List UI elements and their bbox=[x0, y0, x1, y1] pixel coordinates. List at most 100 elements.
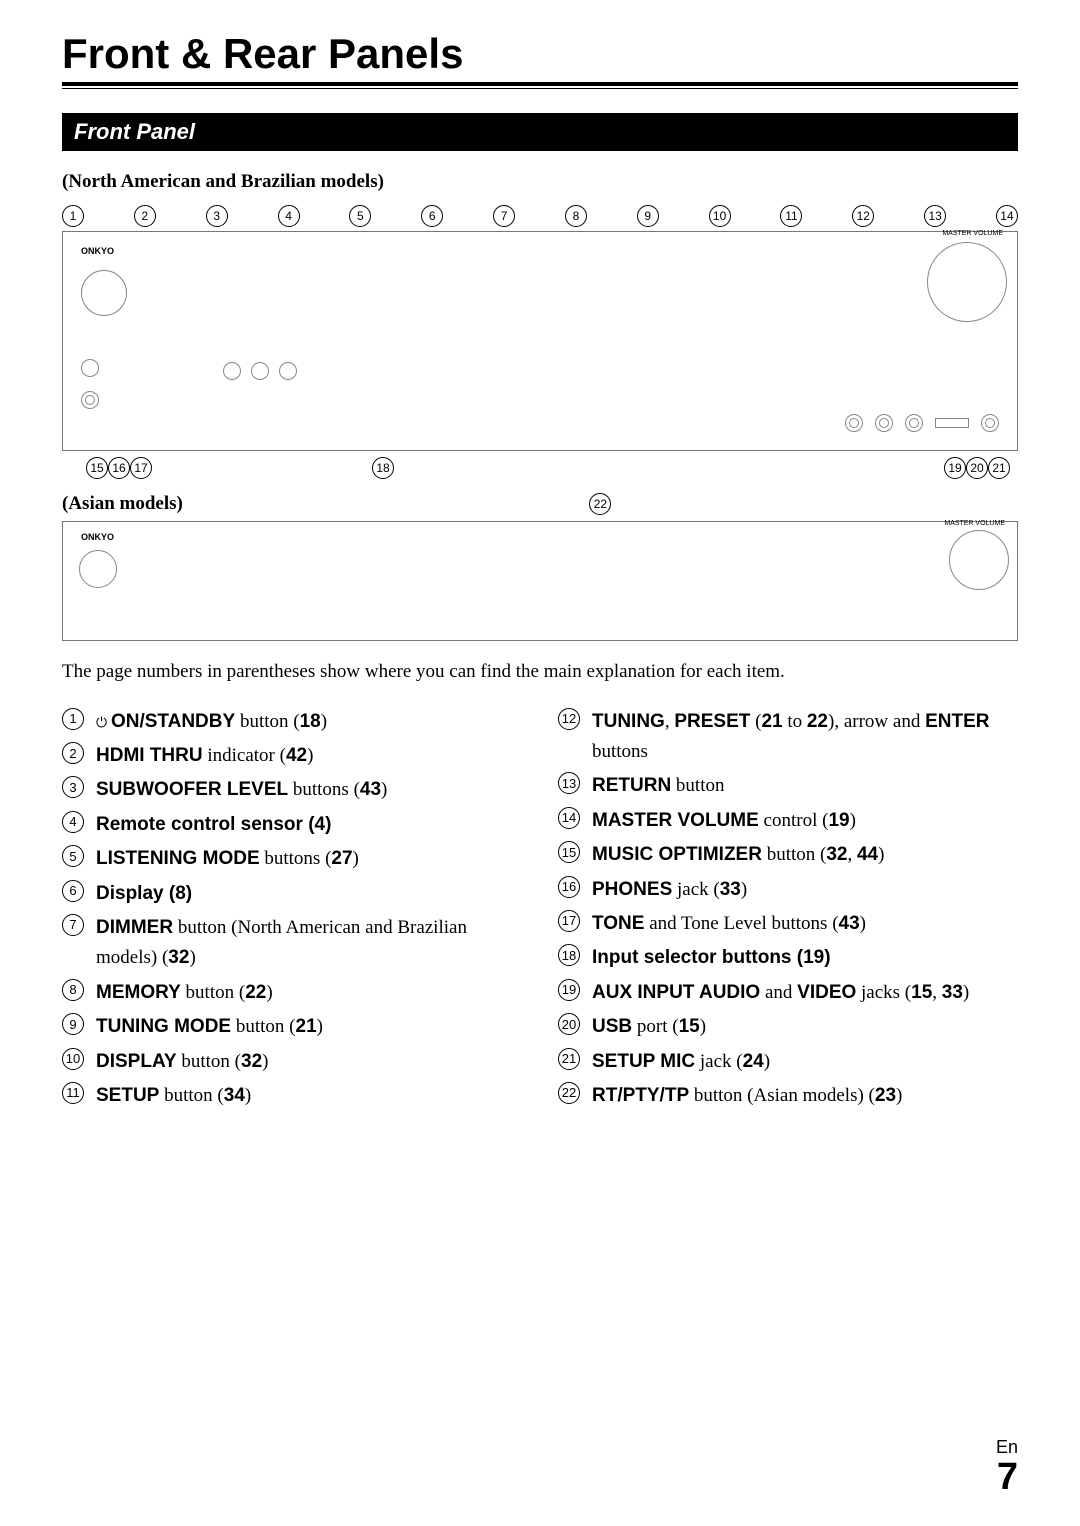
item-number: 11 bbox=[62, 1082, 84, 1104]
item-number: 6 bbox=[62, 880, 84, 902]
list-item: 11SETUP button (34) bbox=[62, 1081, 522, 1111]
item-text: , bbox=[932, 982, 942, 1003]
callout-circle: 11 bbox=[780, 205, 802, 227]
power-standby-knob bbox=[79, 550, 117, 588]
item-label: RT/PTY/TP bbox=[592, 1085, 689, 1106]
list-item: 3SUBWOOFER LEVEL buttons (43) bbox=[62, 775, 522, 805]
callout-circle: 10 bbox=[709, 205, 731, 227]
item-number: 19 bbox=[558, 979, 580, 1001]
phones-jack-area bbox=[81, 359, 99, 410]
item-label: AUX INPUT AUDIO bbox=[592, 982, 760, 1003]
item-text: indicator ( bbox=[203, 745, 286, 766]
item-text: ) bbox=[850, 810, 856, 831]
item-text: button ( bbox=[181, 982, 245, 1003]
item-number: 13 bbox=[558, 772, 580, 794]
item-list-right: 12TUNING, PRESET (21 to 22), arrow and E… bbox=[558, 707, 1018, 1112]
section-heading: Front Panel bbox=[62, 113, 1018, 151]
list-item: 8MEMORY button (22) bbox=[62, 978, 522, 1008]
aux-audio-r-jack bbox=[875, 414, 893, 432]
item-text: , bbox=[847, 844, 857, 865]
item-text: ) bbox=[266, 982, 272, 1003]
list-item: 7DIMMER button (North American and Brazi… bbox=[62, 913, 522, 974]
item-page-ref: 15 bbox=[911, 982, 932, 1003]
callout-circle-22: 22 bbox=[589, 493, 611, 515]
item-text: button ( bbox=[762, 844, 826, 865]
item-text: button ( bbox=[177, 1051, 241, 1072]
item-page-ref: 21 bbox=[761, 711, 782, 732]
item-page-ref: 43 bbox=[360, 779, 381, 800]
item-label: Remote control sensor (4) bbox=[96, 814, 331, 835]
item-text: button ( bbox=[235, 711, 299, 732]
list-item: 12TUNING, PRESET (21 to 22), arrow and E… bbox=[558, 707, 1018, 768]
item-label: ENTER bbox=[925, 711, 989, 732]
item-number: 1 bbox=[62, 708, 84, 730]
item-label: MUSIC OPTIMIZER bbox=[592, 844, 762, 865]
list-item: 19AUX INPUT AUDIO and VIDEO jacks (15, 3… bbox=[558, 978, 1018, 1008]
callout-circle: 21 bbox=[988, 457, 1010, 479]
item-page-ref: 22 bbox=[245, 982, 266, 1003]
item-list-left: 1⏻ ON/STANDBY button (18) 2HDMI THRU ind… bbox=[62, 707, 522, 1112]
page-lang: En bbox=[996, 1437, 1018, 1458]
item-page-ref: 24 bbox=[743, 1051, 764, 1072]
callout-circle: 13 bbox=[924, 205, 946, 227]
item-page-ref: 19 bbox=[828, 810, 849, 831]
item-label: TUNING MODE bbox=[96, 1016, 231, 1037]
item-text: ) bbox=[381, 779, 387, 800]
item-text: ) bbox=[245, 1085, 251, 1106]
item-number: 21 bbox=[558, 1048, 580, 1070]
item-page-ref: 23 bbox=[875, 1085, 896, 1106]
item-text: ) bbox=[860, 913, 866, 934]
item-text: ) bbox=[963, 982, 969, 1003]
item-columns: 1⏻ ON/STANDBY button (18) 2HDMI THRU ind… bbox=[62, 707, 1018, 1116]
item-page-ref: 21 bbox=[296, 1016, 317, 1037]
list-item: 13RETURN button bbox=[558, 771, 1018, 801]
list-item: 15MUSIC OPTIMIZER button (32, 44) bbox=[558, 840, 1018, 870]
asian-label-row: (Asian models) 22 bbox=[62, 493, 1018, 515]
item-number: 22 bbox=[558, 1082, 580, 1104]
item-text: ) bbox=[700, 1016, 706, 1037]
item-label: PRESET bbox=[674, 711, 750, 732]
item-text: button ( bbox=[159, 1085, 223, 1106]
item-text: ), arrow and bbox=[828, 711, 925, 732]
item-label: TONE bbox=[592, 913, 644, 934]
item-number: 5 bbox=[62, 845, 84, 867]
item-number: 10 bbox=[62, 1048, 84, 1070]
item-label: USB bbox=[592, 1016, 632, 1037]
item-text: to bbox=[783, 711, 807, 732]
list-item: 1⏻ ON/STANDBY button (18) bbox=[62, 707, 522, 737]
master-volume-label: MASTER VOLUME bbox=[944, 520, 1005, 527]
item-text: and bbox=[760, 982, 797, 1003]
list-item: 4Remote control sensor (4) bbox=[62, 810, 522, 840]
item-text: button ( bbox=[231, 1016, 295, 1037]
tone-knobs bbox=[223, 362, 297, 380]
aux-jack-row bbox=[845, 414, 999, 432]
item-label: HDMI THRU bbox=[96, 745, 203, 766]
item-number: 15 bbox=[558, 841, 580, 863]
item-label: Input selector buttons (19) bbox=[592, 947, 831, 968]
item-number: 20 bbox=[558, 1013, 580, 1035]
item-text: , bbox=[665, 711, 675, 732]
callout-circle: 16 bbox=[108, 457, 130, 479]
item-number: 12 bbox=[558, 708, 580, 730]
item-text: ) bbox=[896, 1085, 902, 1106]
item-page-ref: 27 bbox=[331, 848, 352, 869]
item-number: 18 bbox=[558, 944, 580, 966]
callout-row-top: 1 2 3 4 5 6 7 8 9 10 11 12 13 14 bbox=[62, 205, 1018, 227]
callout-circle: 5 bbox=[349, 205, 371, 227]
item-text: ) bbox=[764, 1051, 770, 1072]
item-text: ) bbox=[878, 844, 884, 865]
item-label: VIDEO bbox=[797, 982, 856, 1003]
list-item: 6 Display (8) bbox=[62, 879, 522, 909]
item-text: and Tone Level buttons ( bbox=[644, 913, 838, 934]
item-page-ref: 32 bbox=[168, 947, 189, 968]
item-text: jack ( bbox=[695, 1051, 742, 1072]
item-text: ) bbox=[321, 711, 327, 732]
subheading-asian-models: (Asian models) bbox=[62, 493, 183, 515]
aux-audio-l-jack bbox=[845, 414, 863, 432]
item-label: Display (8) bbox=[96, 883, 192, 904]
item-label: RETURN bbox=[592, 775, 671, 796]
brand-label: ONKYO bbox=[81, 246, 114, 256]
item-label: SETUP MIC bbox=[592, 1051, 695, 1072]
list-item: 2HDMI THRU indicator (42) bbox=[62, 741, 522, 771]
item-text: buttons ( bbox=[260, 848, 332, 869]
